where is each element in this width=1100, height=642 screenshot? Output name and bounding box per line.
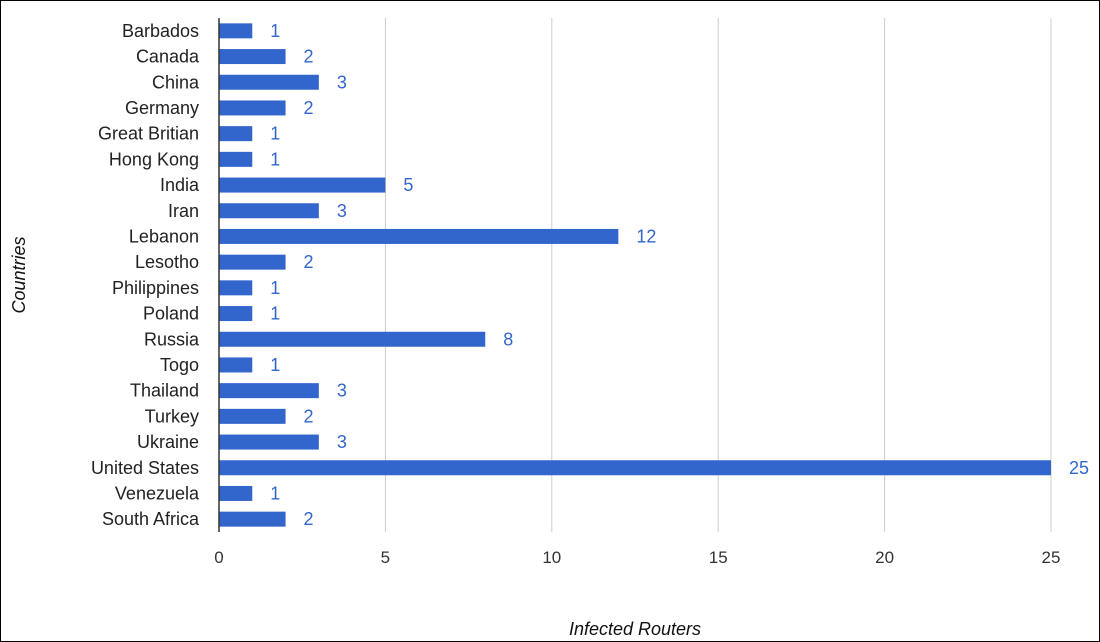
x-tick-label-5: 5 [381, 548, 390, 567]
bar-poland [219, 306, 253, 322]
bar-canada [219, 49, 286, 65]
bar-south-africa [219, 511, 286, 527]
data-label-united-states: 25 [1069, 458, 1089, 478]
data-label-great-britian: 1 [270, 124, 280, 144]
bar-barbados [219, 23, 253, 39]
category-label-lebanon: Lebanon [129, 226, 199, 246]
category-label-south-africa: South Africa [102, 509, 200, 529]
category-label-philippines: Philippines [112, 278, 199, 298]
category-label-great-britian: Great Britian [98, 124, 199, 144]
data-label-philippines: 1 [270, 278, 280, 298]
category-label-canada: Canada [136, 47, 200, 67]
x-tick-label-25: 25 [1042, 548, 1061, 567]
category-label-venezuela: Venezuela [115, 483, 200, 503]
bar-turkey [219, 408, 286, 424]
x-tick-label-0: 0 [214, 548, 223, 567]
bar-ukraine [219, 434, 319, 450]
bar-thailand [219, 383, 319, 399]
bar-great-britian [219, 126, 253, 142]
data-label-china: 3 [337, 72, 347, 92]
data-label-togo: 1 [270, 355, 280, 375]
data-label-lesotho: 2 [304, 252, 314, 272]
x-tick-label-10: 10 [542, 548, 561, 567]
data-label-india: 5 [403, 175, 413, 195]
category-label-russia: Russia [144, 329, 200, 349]
data-label-ukraine: 3 [337, 432, 347, 452]
x-tick-label-20: 20 [875, 548, 894, 567]
bar-germany [219, 100, 286, 116]
bar-lesotho [219, 254, 286, 270]
bar-russia [219, 331, 486, 347]
category-label-thailand: Thailand [130, 381, 199, 401]
bar-united-states [219, 460, 1051, 476]
bar-hong-kong [219, 151, 253, 167]
data-label-venezuela: 1 [270, 483, 280, 503]
category-label-united-states: United States [91, 458, 199, 478]
data-label-germany: 2 [304, 98, 314, 118]
gridlines [384, 18, 1052, 532]
x-tick-label-15: 15 [709, 548, 728, 567]
category-labels: Barbados Canada China Germany Great Britian H… [91, 21, 200, 529]
category-label-iran: Iran [168, 201, 199, 221]
category-label-turkey: Turkey [145, 406, 199, 426]
data-label-lebanon: 12 [636, 226, 656, 246]
category-label-india: India [160, 175, 200, 195]
data-label-poland: 1 [270, 304, 280, 324]
data-label-iran: 3 [337, 201, 347, 221]
x-tick-labels: 0 5 10 15 20 25 [214, 548, 1060, 567]
category-label-poland: Poland [143, 304, 199, 324]
category-label-germany: Germany [125, 98, 199, 118]
data-label-turkey: 2 [304, 406, 314, 426]
data-label-thailand: 3 [337, 381, 347, 401]
data-label-hong-kong: 1 [270, 149, 280, 169]
bar-lebanon [219, 228, 619, 244]
category-label-ukraine: Ukraine [137, 432, 199, 452]
bars [219, 23, 1051, 527]
category-label-togo: Togo [160, 355, 199, 375]
data-label-barbados: 1 [270, 21, 280, 41]
data-label-canada: 2 [304, 47, 314, 67]
data-label-south-africa: 2 [304, 509, 314, 529]
category-label-china: China [152, 72, 200, 92]
bar-iran [219, 203, 319, 219]
bar-china [219, 74, 319, 90]
bar-india [219, 177, 386, 193]
data-label-russia: 8 [503, 329, 513, 349]
bar-philippines [219, 280, 253, 296]
category-label-barbados: Barbados [122, 21, 199, 41]
bar-venezuela [219, 485, 253, 501]
bar-togo [219, 357, 253, 373]
category-label-lesotho: Lesotho [135, 252, 199, 272]
category-label-hong-kong: Hong Kong [109, 149, 199, 169]
x-axis-title: Infected Routers [569, 619, 701, 639]
y-axis-title: Countries [9, 236, 29, 313]
